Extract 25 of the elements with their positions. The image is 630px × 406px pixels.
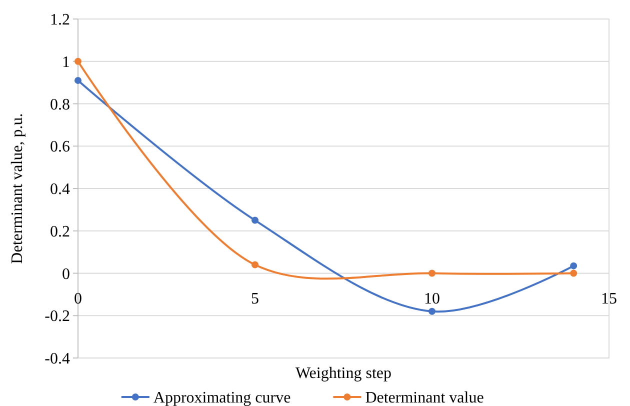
point [570, 262, 578, 270]
x-tick-label: 15 [601, 290, 617, 308]
y-tick-label: 0.2 [50, 223, 70, 240]
y-tick-label: -0.2 [44, 308, 70, 326]
y-tick-label: 0.4 [50, 181, 70, 198]
x-axis-title: Weighting step [295, 365, 392, 382]
point [74, 76, 82, 84]
point [428, 308, 436, 315]
y-tick-label: 0 [62, 266, 70, 283]
y-tick-label: -0.4 [44, 350, 70, 368]
point [252, 216, 258, 224]
legend-label: Approximating curve [153, 390, 291, 406]
y-tick-label: 1.2 [50, 12, 70, 29]
point [570, 270, 578, 277]
y-tick-label: 0.8 [50, 96, 70, 114]
point [428, 270, 436, 277]
y-tick-label: 0.6 [50, 138, 70, 156]
x-tick-label: 5 [251, 290, 259, 308]
x-tick-label: 10 [424, 290, 440, 308]
x-tick-label: 0 [74, 290, 82, 308]
point [252, 261, 258, 268]
legend-label: Determinant value [365, 390, 484, 406]
y-axis-title: Determinant value, p.u. [9, 113, 26, 264]
point [74, 58, 82, 65]
y-tick-label: 1 [62, 54, 70, 71]
